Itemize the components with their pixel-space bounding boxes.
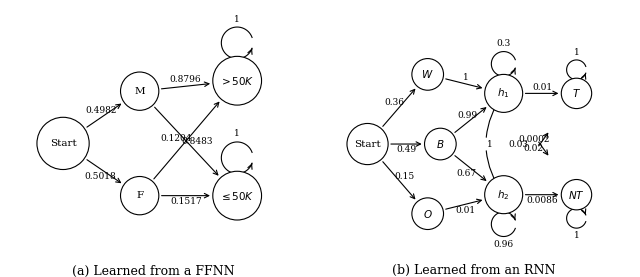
Text: 0.67: 0.67 bbox=[457, 169, 477, 178]
Text: $NT$: $NT$ bbox=[568, 189, 585, 201]
Text: $\leq 50K$: $\leq 50K$ bbox=[220, 190, 255, 202]
Circle shape bbox=[561, 179, 592, 210]
Text: 0.49: 0.49 bbox=[396, 145, 417, 154]
Text: 0.3: 0.3 bbox=[497, 39, 511, 48]
Text: (b) Learned from an RNN: (b) Learned from an RNN bbox=[392, 264, 556, 277]
FancyArrowPatch shape bbox=[486, 151, 503, 194]
Circle shape bbox=[212, 171, 262, 220]
FancyArrowPatch shape bbox=[525, 91, 557, 96]
Text: 0.36: 0.36 bbox=[384, 98, 404, 107]
Circle shape bbox=[412, 198, 444, 230]
Text: 1: 1 bbox=[234, 129, 240, 138]
FancyArrowPatch shape bbox=[87, 104, 120, 127]
Text: 0.02: 0.02 bbox=[524, 144, 543, 153]
FancyArrowPatch shape bbox=[383, 162, 415, 199]
Text: 0.01: 0.01 bbox=[456, 206, 476, 215]
Text: $O$: $O$ bbox=[423, 208, 433, 220]
Circle shape bbox=[561, 78, 592, 109]
FancyArrowPatch shape bbox=[155, 107, 218, 175]
FancyArrowPatch shape bbox=[539, 134, 548, 146]
Text: 0.8483: 0.8483 bbox=[181, 137, 213, 147]
FancyArrowPatch shape bbox=[539, 142, 548, 155]
Text: 0.1204: 0.1204 bbox=[161, 134, 192, 142]
Text: 0.1517: 0.1517 bbox=[170, 198, 202, 206]
FancyArrowPatch shape bbox=[455, 108, 486, 132]
Text: Start: Start bbox=[354, 140, 381, 148]
FancyArrowPatch shape bbox=[154, 102, 219, 179]
FancyArrowPatch shape bbox=[87, 160, 120, 183]
Text: 0.96: 0.96 bbox=[493, 240, 514, 249]
Text: $W$: $W$ bbox=[421, 68, 434, 80]
Text: 0.5018: 0.5018 bbox=[85, 172, 116, 181]
Circle shape bbox=[484, 176, 523, 214]
Circle shape bbox=[347, 124, 388, 165]
Text: 0.99: 0.99 bbox=[457, 111, 477, 120]
Text: $> 50K$: $> 50K$ bbox=[220, 75, 255, 87]
FancyArrowPatch shape bbox=[162, 193, 209, 198]
FancyArrowPatch shape bbox=[445, 79, 481, 89]
Text: F: F bbox=[136, 191, 143, 200]
Text: 1: 1 bbox=[463, 73, 468, 83]
Circle shape bbox=[37, 117, 89, 170]
Text: 0.03: 0.03 bbox=[508, 140, 528, 148]
FancyArrowPatch shape bbox=[455, 156, 486, 180]
Text: 0.8796: 0.8796 bbox=[170, 76, 201, 84]
Text: $h_1$: $h_1$ bbox=[497, 86, 510, 100]
Text: 1: 1 bbox=[234, 15, 240, 24]
Text: 1: 1 bbox=[486, 140, 492, 148]
Text: 1: 1 bbox=[573, 48, 579, 57]
FancyArrowPatch shape bbox=[445, 199, 481, 209]
Text: 0.01: 0.01 bbox=[532, 83, 552, 92]
Text: M: M bbox=[134, 87, 145, 96]
Text: 0.4982: 0.4982 bbox=[85, 106, 116, 115]
FancyArrowPatch shape bbox=[486, 94, 503, 137]
Text: 1: 1 bbox=[573, 231, 579, 240]
Text: $h_2$: $h_2$ bbox=[497, 188, 510, 202]
FancyArrowPatch shape bbox=[161, 82, 209, 89]
Text: 0.0086: 0.0086 bbox=[526, 196, 558, 205]
Text: $T$: $T$ bbox=[572, 87, 581, 99]
FancyArrowPatch shape bbox=[391, 142, 420, 146]
Text: Start: Start bbox=[50, 139, 76, 148]
FancyArrowPatch shape bbox=[383, 89, 415, 126]
Text: 0.15: 0.15 bbox=[394, 172, 415, 181]
Text: $B$: $B$ bbox=[436, 138, 445, 150]
Circle shape bbox=[212, 56, 262, 105]
Circle shape bbox=[120, 176, 159, 215]
Circle shape bbox=[120, 72, 159, 110]
Circle shape bbox=[424, 128, 456, 160]
Circle shape bbox=[412, 58, 444, 90]
Text: (a) Learned from a FFNN: (a) Learned from a FFNN bbox=[72, 265, 235, 277]
Circle shape bbox=[484, 75, 523, 112]
FancyArrowPatch shape bbox=[525, 193, 557, 197]
Text: 0.0002: 0.0002 bbox=[518, 135, 549, 144]
